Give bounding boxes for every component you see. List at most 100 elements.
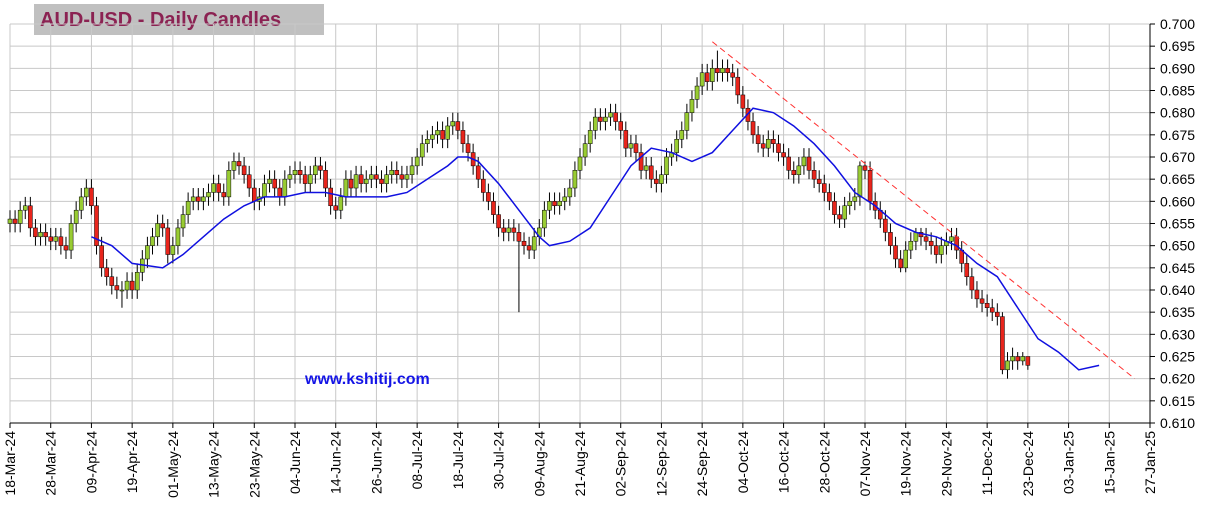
title-box	[34, 4, 324, 35]
candle-body	[796, 165, 802, 175]
candle-body	[720, 68, 725, 74]
candle-body	[343, 178, 349, 198]
candle-body	[313, 165, 318, 175]
candle-body	[430, 134, 435, 140]
chart-title: AUD-USD - Daily Candles	[40, 9, 281, 31]
y-tick-label: 0.690	[1160, 60, 1195, 76]
candle-body	[465, 143, 471, 153]
candle-body	[704, 72, 710, 82]
candle-body	[440, 130, 445, 140]
candle-body	[419, 143, 425, 158]
y-tick-label: 0.670	[1160, 149, 1195, 165]
candle-body	[628, 143, 634, 149]
candle-body	[730, 72, 735, 78]
x-tick-label: 02-Sep-24	[613, 431, 629, 497]
candle-body	[979, 298, 985, 304]
x-tick-label: 07-Nov-24	[857, 431, 873, 497]
candle-body	[633, 143, 639, 153]
x-tick-label: 18-Mar-24	[2, 431, 18, 496]
y-tick-label: 0.675	[1160, 127, 1195, 143]
candle-body	[1025, 356, 1031, 366]
candle-body	[43, 232, 48, 238]
candle-body	[852, 196, 858, 202]
x-tick-label: 18-Jul-24	[450, 431, 466, 490]
candle-body	[216, 183, 221, 193]
candle-body	[201, 196, 206, 202]
y-tick-label: 0.695	[1160, 38, 1195, 54]
candle-body	[1005, 360, 1010, 371]
y-tick-label: 0.640	[1160, 282, 1195, 298]
candle-body	[582, 143, 588, 158]
candle-body	[531, 236, 537, 251]
candle-body	[363, 178, 369, 184]
x-tick-label: 19-Apr-24	[124, 431, 140, 493]
candle-body	[674, 139, 679, 153]
candle-body	[155, 223, 160, 238]
candle-body	[760, 143, 766, 149]
candle-body	[816, 178, 822, 184]
candle-body	[292, 170, 298, 175]
candle-body	[654, 178, 659, 184]
x-tick-label: 30-Jul-24	[491, 431, 507, 490]
candle-body	[689, 99, 695, 113]
candle-body	[969, 276, 975, 291]
candle-body	[445, 125, 450, 140]
y-tick-label: 0.660	[1160, 193, 1195, 209]
x-tick-label: 03-Jan-25	[1061, 431, 1077, 494]
candle-body	[262, 183, 267, 198]
candle-body	[481, 178, 486, 193]
candle-body	[48, 236, 53, 242]
candle-body	[486, 192, 491, 202]
candle-body	[781, 152, 786, 158]
candle-body	[822, 183, 827, 193]
candle-body	[241, 165, 247, 175]
candle-body	[903, 249, 909, 269]
candle-body	[73, 209, 79, 224]
candle-body	[837, 214, 842, 220]
candle-body	[542, 209, 547, 229]
candle-body	[226, 170, 232, 198]
candle-body	[328, 187, 333, 207]
candle-body	[33, 227, 38, 238]
candle-body	[847, 201, 853, 207]
y-tick-label: 0.620	[1160, 371, 1195, 387]
candle-body	[491, 201, 496, 215]
x-tick-label: 01-May-24	[165, 431, 181, 498]
candle-body	[7, 218, 13, 224]
candle-body	[348, 178, 354, 189]
x-tick-label: 23-May-24	[246, 431, 262, 498]
candle-body	[134, 272, 140, 291]
candle-body	[923, 236, 929, 242]
candle-body	[562, 196, 568, 202]
candle-body	[389, 170, 394, 175]
candle-body	[272, 178, 277, 189]
candle-body	[211, 183, 216, 193]
candle-body	[236, 161, 242, 167]
candle-body	[750, 121, 756, 136]
x-tick-label: 14-Jun-24	[328, 431, 344, 494]
candle-body	[22, 205, 28, 211]
candle-body	[598, 116, 603, 122]
x-tick-label: 13-May-24	[206, 431, 222, 498]
candle-body	[995, 311, 1000, 317]
candle-body	[577, 156, 583, 171]
candle-body	[867, 170, 873, 202]
candle-body	[185, 201, 191, 215]
candle-body	[369, 174, 374, 180]
candle-body	[435, 130, 440, 136]
candle-body	[84, 187, 89, 198]
candle-body	[160, 223, 165, 229]
candle-body	[857, 165, 863, 198]
candle-body	[414, 156, 420, 167]
candle-body	[501, 227, 506, 233]
y-tick-label: 0.610	[1160, 415, 1195, 431]
candle-body	[954, 236, 959, 251]
candle-body	[119, 289, 125, 292]
y-tick-label: 0.655	[1160, 216, 1195, 232]
x-tick-label: 19-Nov-24	[898, 431, 914, 497]
candle-body	[221, 192, 227, 198]
candle-body	[806, 156, 812, 171]
candle-body	[89, 187, 94, 207]
candle-body	[475, 165, 481, 180]
x-tick-label: 09-Aug-24	[531, 431, 547, 497]
